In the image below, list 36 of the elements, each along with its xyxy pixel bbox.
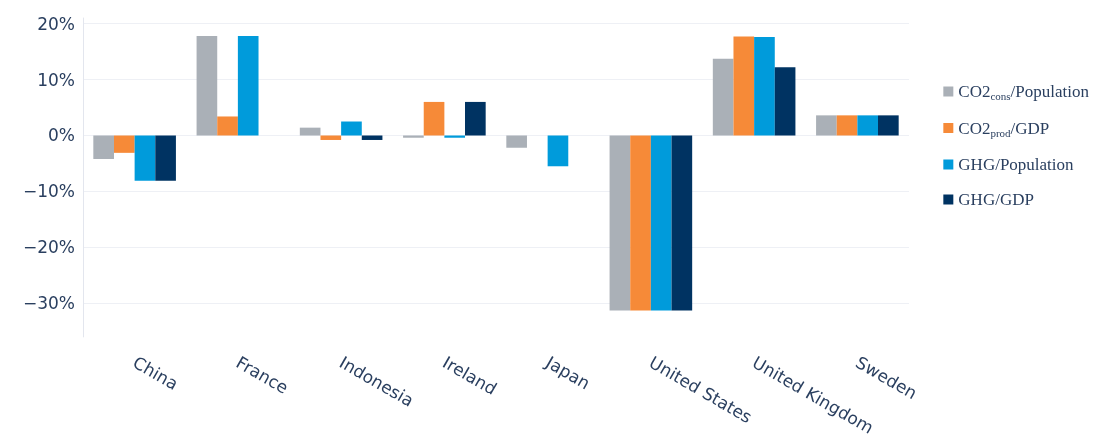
bar xyxy=(217,116,238,136)
bar xyxy=(506,135,527,148)
bar xyxy=(754,37,775,136)
bar xyxy=(196,35,218,136)
legend-label: GHG/Population xyxy=(958,155,1075,174)
bar xyxy=(609,135,631,311)
y-tick-label: 0% xyxy=(48,125,75,146)
y-tick-label: −10% xyxy=(22,181,75,202)
bar xyxy=(93,135,114,159)
bar xyxy=(444,135,466,138)
bar xyxy=(361,135,383,140)
y-tick-label: 10% xyxy=(37,69,75,90)
bar xyxy=(320,135,342,140)
bar xyxy=(671,135,693,311)
bar xyxy=(237,35,259,136)
bar xyxy=(465,101,486,136)
y-tick-label: 20% xyxy=(37,13,75,34)
bar xyxy=(733,36,755,136)
bar xyxy=(857,115,879,136)
bar xyxy=(423,101,445,136)
bar xyxy=(547,135,569,167)
bar xyxy=(816,115,837,136)
bar xyxy=(630,135,651,311)
bar xyxy=(134,135,156,181)
bar xyxy=(712,58,734,136)
bar xyxy=(650,135,672,311)
bar xyxy=(774,67,796,136)
bar xyxy=(403,135,424,138)
y-tick-label: −20% xyxy=(22,237,75,258)
bar xyxy=(113,135,135,153)
bar xyxy=(155,135,176,181)
legend-label: GHG/GDP xyxy=(958,190,1034,209)
bar xyxy=(878,115,899,136)
bar xyxy=(341,121,362,136)
y-tick-label: −30% xyxy=(22,293,75,314)
bar xyxy=(836,115,858,136)
